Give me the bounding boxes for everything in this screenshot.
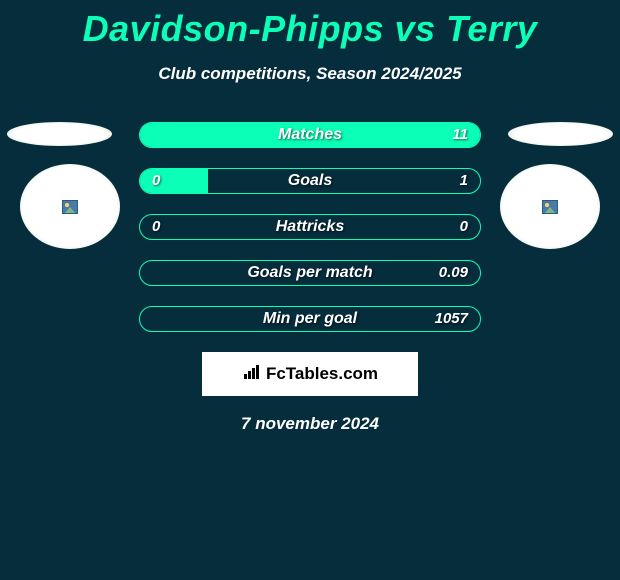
stat-label: Matches bbox=[140, 123, 480, 147]
stat-label: Min per goal bbox=[140, 307, 480, 331]
comparison-title: Davidson-Phipps vs Terry bbox=[0, 0, 620, 50]
branding-box[interactable]: FcTables.com bbox=[202, 352, 418, 396]
stat-value-right: 1057 bbox=[435, 307, 468, 331]
stats-container: Matches 11 0 Goals 1 0 Hattricks 0 Goals… bbox=[139, 122, 481, 332]
comparison-content: Matches 11 0 Goals 1 0 Hattricks 0 Goals… bbox=[0, 122, 620, 434]
comparison-date: 7 november 2024 bbox=[0, 414, 620, 434]
image-placeholder-icon bbox=[62, 200, 78, 214]
player-photo-left bbox=[20, 164, 120, 249]
stat-row-min-per-goal: Min per goal 1057 bbox=[139, 306, 481, 332]
stat-value-right: 0.09 bbox=[439, 261, 468, 285]
branding-text: FcTables.com bbox=[242, 364, 378, 385]
stat-label: Goals bbox=[140, 169, 480, 193]
stat-row-goals: 0 Goals 1 bbox=[139, 168, 481, 194]
stat-value-right: 0 bbox=[460, 215, 468, 239]
stat-value-right: 1 bbox=[460, 169, 468, 193]
club-logo-right bbox=[508, 122, 613, 146]
image-placeholder-icon bbox=[542, 200, 558, 214]
stat-label: Hattricks bbox=[140, 215, 480, 239]
stat-row-hattricks: 0 Hattricks 0 bbox=[139, 214, 481, 240]
comparison-subtitle: Club competitions, Season 2024/2025 bbox=[0, 64, 620, 84]
stat-row-goals-per-match: Goals per match 0.09 bbox=[139, 260, 481, 286]
player-photo-right bbox=[500, 164, 600, 249]
chart-icon bbox=[242, 364, 262, 385]
stat-row-matches: Matches 11 bbox=[139, 122, 481, 148]
club-logo-left bbox=[7, 122, 112, 146]
branding-label: FcTables.com bbox=[266, 364, 378, 384]
stat-label: Goals per match bbox=[140, 261, 480, 285]
stat-value-right: 11 bbox=[452, 123, 468, 147]
